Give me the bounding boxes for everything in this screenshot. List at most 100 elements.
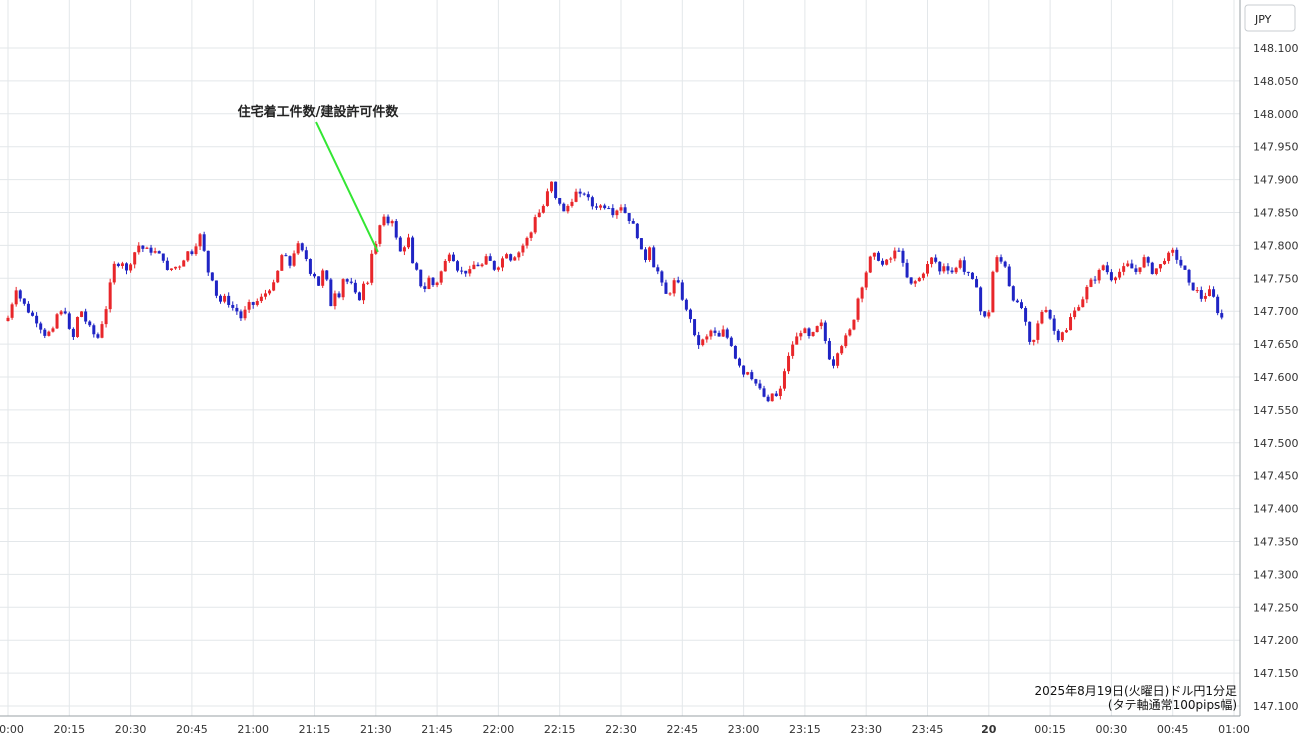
candle-body xyxy=(63,311,67,314)
candle-body xyxy=(67,313,71,329)
candle-body xyxy=(165,260,169,270)
candle-body xyxy=(582,193,586,195)
candle-body xyxy=(1097,270,1101,281)
candle-body xyxy=(787,355,791,372)
price-tick-label: 147.850 xyxy=(1253,207,1299,220)
candle-body xyxy=(22,298,26,304)
candle-body xyxy=(292,253,296,266)
candle-body xyxy=(214,280,218,296)
candle-body xyxy=(1203,296,1207,299)
candle-body xyxy=(161,253,165,261)
candle-body xyxy=(223,295,227,302)
candle-body xyxy=(1113,277,1117,281)
price-tick-label: 147.750 xyxy=(1253,272,1299,285)
candle-body xyxy=(120,263,124,267)
candle-body xyxy=(966,271,970,273)
candle-body xyxy=(415,263,419,270)
price-tick-label: 147.300 xyxy=(1253,568,1299,581)
candle-body xyxy=(823,322,827,341)
candle-body xyxy=(1134,268,1138,272)
candle-body xyxy=(300,243,304,251)
candle-body xyxy=(721,329,725,337)
candle-body xyxy=(411,237,415,264)
candle-body xyxy=(713,330,717,333)
currency-badge[interactable] xyxy=(1244,4,1296,32)
candle-body xyxy=(607,208,611,210)
event-annotation: 住宅着工件数/建設許可件数 xyxy=(238,104,399,253)
candle-body xyxy=(738,358,742,366)
candle-body xyxy=(619,207,623,211)
candle-body xyxy=(950,270,954,273)
price-tick-label: 147.400 xyxy=(1253,503,1299,516)
candle-body xyxy=(680,282,684,300)
candle-body xyxy=(370,253,374,283)
candle-body xyxy=(762,388,766,397)
candle-body xyxy=(1130,263,1134,269)
candle-body xyxy=(799,333,803,337)
candle-body xyxy=(537,212,541,218)
candle-body xyxy=(893,250,897,259)
candle-body xyxy=(513,257,517,261)
candle-body xyxy=(251,302,255,305)
candle-body xyxy=(807,328,811,337)
candle-body xyxy=(684,299,688,310)
candle-body xyxy=(725,329,729,338)
price-tick-label: 147.200 xyxy=(1253,634,1299,647)
candle-body xyxy=(80,311,84,317)
candle-body xyxy=(476,264,480,267)
caption-line-1: 2025年8月19日(火曜日)ドル円1分足 xyxy=(1035,684,1237,698)
candle-body xyxy=(186,251,190,261)
price-tick-label: 148.000 xyxy=(1253,108,1299,121)
candle-body xyxy=(1158,264,1162,269)
candle-body xyxy=(419,269,423,287)
candle-body xyxy=(770,393,774,402)
candle-body xyxy=(1085,286,1089,300)
candle-body xyxy=(447,254,451,262)
candle-body xyxy=(288,256,292,266)
candle-body xyxy=(276,270,280,283)
candle-body xyxy=(55,314,59,329)
candle-body xyxy=(1040,311,1044,324)
candle-body xyxy=(1191,282,1195,291)
price-tick-label: 148.050 xyxy=(1253,75,1299,88)
price-tick-label: 147.500 xyxy=(1253,437,1299,450)
candle-body xyxy=(701,339,705,346)
candle-body xyxy=(219,295,223,302)
candle-body xyxy=(1118,271,1122,278)
candle-body xyxy=(970,272,974,280)
candle-body xyxy=(791,344,795,356)
candle-body xyxy=(1077,307,1081,311)
candle-body xyxy=(112,263,116,283)
candle-body xyxy=(402,247,406,252)
candle-body xyxy=(844,335,848,347)
candle-body xyxy=(926,264,929,274)
candle-body xyxy=(390,221,394,224)
candle-body xyxy=(153,251,157,253)
candle-body xyxy=(872,252,876,257)
candle-body xyxy=(10,304,14,318)
candle-body xyxy=(1220,313,1224,318)
candle-body xyxy=(451,254,455,262)
candle-body xyxy=(169,268,173,270)
candle-body xyxy=(317,276,321,286)
candle-body xyxy=(946,266,950,271)
candle-body xyxy=(1216,296,1220,314)
candle-body xyxy=(1081,299,1085,308)
candle-body xyxy=(958,260,962,268)
candle-body xyxy=(525,237,529,246)
time-tick-label: 22:45 xyxy=(666,723,698,736)
time-tick-label: 00:15 xyxy=(1034,723,1066,736)
candle-body xyxy=(840,346,844,354)
candle-body xyxy=(321,270,325,286)
time-tick-label: 22:30 xyxy=(605,723,637,736)
candle-body xyxy=(733,345,737,359)
candle-body xyxy=(464,270,468,274)
candle-body xyxy=(521,245,525,253)
time-tick-label: 23:15 xyxy=(789,723,821,736)
candle-body xyxy=(247,302,251,310)
candle-body xyxy=(876,252,880,261)
candle-body xyxy=(590,197,594,207)
candle-body xyxy=(550,181,554,192)
